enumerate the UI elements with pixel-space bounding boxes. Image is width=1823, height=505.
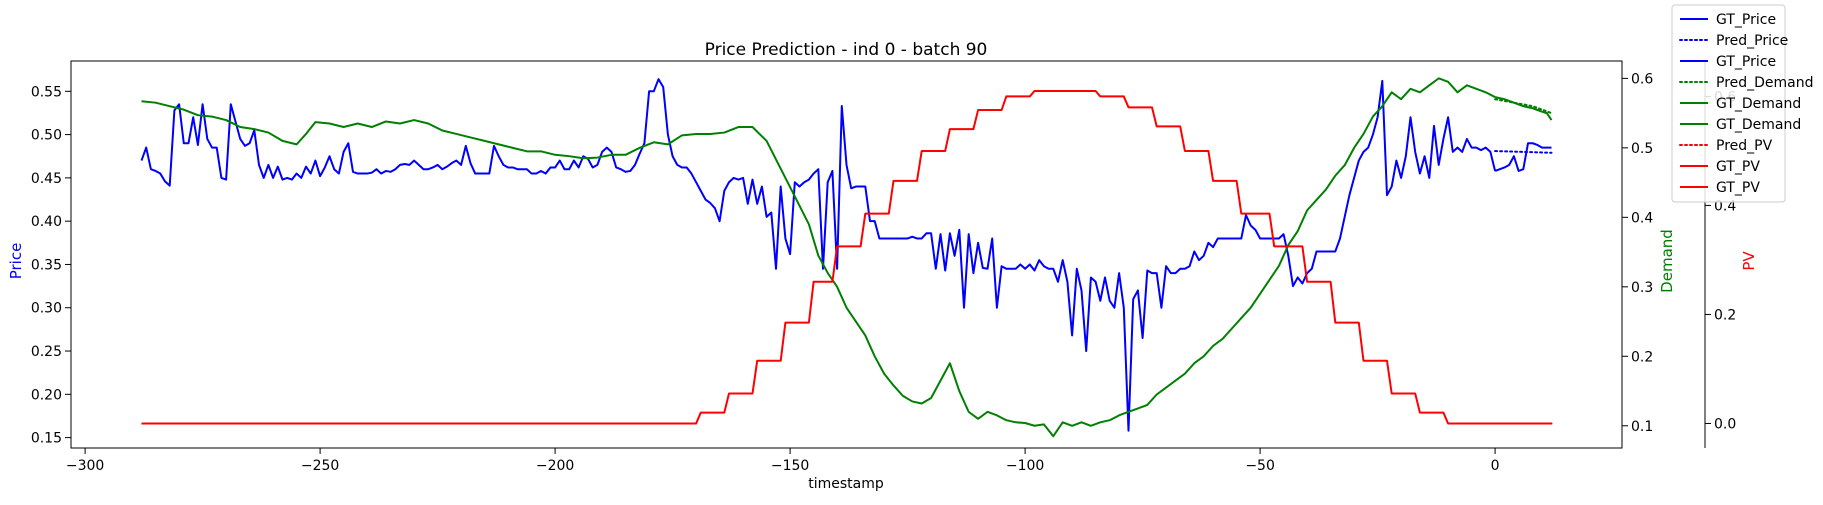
price-tick-label: 0.20 bbox=[31, 387, 62, 403]
chart-title: Price Prediction - ind 0 - batch 90 bbox=[705, 40, 988, 60]
price-tick-label: 0.15 bbox=[31, 431, 62, 447]
price-tick-label: 0.25 bbox=[31, 344, 62, 360]
demand-tick-label: 0.5 bbox=[1631, 141, 1653, 157]
legend-label: GT_Demand bbox=[1716, 117, 1801, 133]
demand-tick-label: 0.2 bbox=[1631, 349, 1653, 365]
x-tick-label: −50 bbox=[1245, 458, 1275, 474]
plot-area bbox=[140, 77, 1553, 438]
legend-label: GT_Price bbox=[1716, 12, 1776, 28]
series-line-gt-price-0 bbox=[140, 78, 1497, 432]
demand-tick-label: 0.1 bbox=[1631, 419, 1653, 435]
price-tick-label: 0.55 bbox=[31, 84, 62, 100]
series-line-gt-demand-4 bbox=[141, 77, 1496, 438]
series-line-gt-pv-7 bbox=[141, 89, 1496, 425]
series-line-gt-price-2 bbox=[1494, 142, 1552, 172]
series-line-pred-demand-3 bbox=[1494, 98, 1553, 115]
legend-label: Pred_Demand bbox=[1716, 75, 1814, 91]
x-tick-label: −100 bbox=[1006, 458, 1044, 474]
plot-frame bbox=[70, 60, 1623, 449]
price-axis-label: Price bbox=[7, 243, 25, 280]
demand-tick-label: 0.4 bbox=[1631, 210, 1653, 226]
legend-box bbox=[1671, 4, 1786, 203]
demand-tick-label: 0.3 bbox=[1631, 280, 1653, 296]
price-tick-label: 0.45 bbox=[31, 171, 62, 187]
legend-label: Pred_PV bbox=[1716, 138, 1773, 154]
demand-tick-label: 0.6 bbox=[1631, 71, 1653, 87]
price-tick-label: 0.50 bbox=[31, 128, 62, 144]
x-axis-label: timestamp bbox=[808, 476, 884, 492]
x-tick-label: −250 bbox=[301, 458, 339, 474]
legend-label: GT_PV bbox=[1716, 159, 1760, 175]
price-tick-label: 0.30 bbox=[31, 301, 62, 317]
x-tick-label: −300 bbox=[66, 458, 104, 474]
demand-axis-label: Demand bbox=[1658, 229, 1676, 293]
series-line-gt-demand-5 bbox=[1494, 96, 1553, 121]
pv-tick-label: 0.2 bbox=[1714, 307, 1736, 323]
legend: GT_Price Pred_Price GT_Price Pred_Demand GT_… bbox=[1671, 4, 1814, 203]
price-tick-label: 0.35 bbox=[31, 257, 62, 273]
legend-label: Pred_Price bbox=[1716, 33, 1788, 49]
legend-label: GT_Demand bbox=[1716, 96, 1801, 112]
pv-tick-label: 0.0 bbox=[1714, 416, 1736, 432]
price-tick-label: 0.40 bbox=[31, 214, 62, 230]
pv-axis-label: PV bbox=[1740, 251, 1758, 271]
legend-label: GT_PV bbox=[1716, 180, 1760, 196]
series-line-pred-price-1 bbox=[1494, 150, 1553, 154]
x-tick-label: −150 bbox=[771, 458, 809, 474]
x-tick-label: 0 bbox=[1491, 458, 1500, 474]
x-tick-label: −200 bbox=[536, 458, 574, 474]
axes: −300 −250 −200 −150 −100 −50 00.150.200.250.30… bbox=[31, 60, 1736, 474]
legend-label: GT_Price bbox=[1716, 54, 1776, 70]
